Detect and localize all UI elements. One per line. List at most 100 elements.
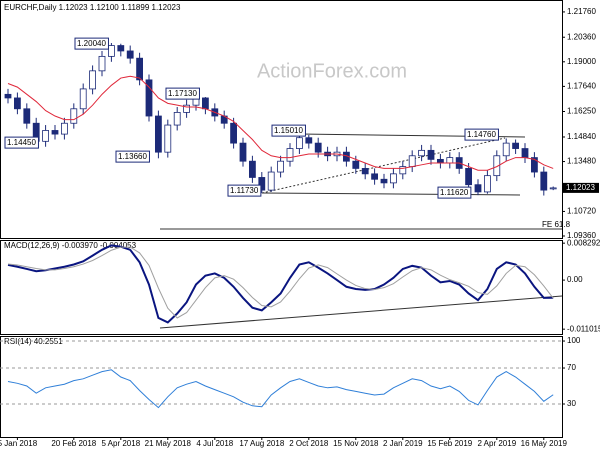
candle-body [13, 97, 21, 110]
candle-body [117, 45, 125, 52]
candle-body [361, 168, 369, 175]
candle-body [408, 155, 416, 168]
candle-body [258, 177, 266, 191]
annotation: 1.17130 [168, 89, 197, 98]
trend-line [261, 192, 521, 196]
candle-body [371, 173, 379, 180]
y-tick-label: 1.21760 [567, 7, 596, 16]
x-tick-label: 4 Jul 2018 [196, 439, 233, 448]
annotation: 1.20040 [77, 39, 106, 48]
candle-body [446, 157, 454, 164]
candle-body [493, 155, 501, 177]
x-tick-label: 15 Feb 2019 [427, 439, 472, 448]
candle-body [89, 70, 96, 90]
y-tick-label: 70 [567, 363, 576, 372]
candle-body [248, 160, 256, 178]
y-tick-label: 1.19000 [567, 57, 596, 66]
annotation: FE 61.8 [542, 220, 571, 229]
candle-body [295, 137, 303, 149]
candle-body [154, 115, 162, 153]
y-tick-label: 1.17640 [567, 81, 596, 90]
annotation-box [437, 186, 472, 199]
annotation-box [271, 124, 306, 137]
candle-body [352, 160, 360, 169]
candle-body [42, 130, 49, 142]
annotation: 1.14450 [7, 138, 36, 147]
annotation: 1.11620 [440, 188, 469, 197]
annotation-box [74, 37, 109, 50]
candle-body [230, 122, 238, 144]
annotation: 1.13660 [118, 152, 147, 161]
candle-body [126, 50, 134, 59]
candle-body [427, 149, 435, 160]
candle-body [399, 166, 407, 175]
price-tag [563, 182, 599, 193]
candle-body [4, 93, 12, 99]
x-tick-label: 2 Apr 2019 [477, 439, 516, 448]
candle-body [314, 142, 322, 153]
candle-body [267, 171, 275, 191]
annotation: 1.14760 [467, 130, 496, 139]
candle-body [380, 178, 388, 184]
candle-body [108, 45, 115, 57]
annotation-box [165, 87, 200, 100]
annotation-box [4, 136, 39, 149]
candle-body [465, 168, 473, 186]
y-tick-label: 1.10720 [567, 207, 596, 216]
line-series [7, 369, 554, 409]
trend-line [261, 137, 506, 194]
annotation: 1.15010 [274, 126, 303, 135]
y-tick-label: -0.011015 [567, 324, 600, 333]
macd-panel [0, 240, 563, 335]
candle-body [70, 108, 78, 124]
y-tick-label: 1.13480 [567, 157, 596, 166]
candle-body [521, 148, 529, 158]
candle-body [183, 104, 191, 113]
x-tick-label: 16 May 2019 [521, 439, 568, 448]
y-tick-label: 100 [567, 336, 581, 345]
candle-body [436, 158, 444, 164]
candle-body [540, 171, 548, 191]
moving-average [7, 75, 554, 171]
price-tag-label: 1.12023 [566, 183, 595, 192]
y-tick-label: 1.09360 [567, 231, 596, 240]
rsi-title: RSI(14) 40.2551 [4, 337, 63, 346]
x-tick-label: 21 May 2018 [145, 439, 192, 448]
candle-body [483, 175, 491, 193]
candle-body [277, 160, 285, 173]
candle-body [512, 142, 519, 149]
line-series [7, 244, 554, 324]
macd-title: MACD(12,26,9) -0.003970 -0.004053 [4, 241, 137, 250]
macd-trend-line [159, 295, 563, 329]
candle-body [549, 187, 557, 190]
rsi-panel [0, 336, 563, 438]
candle-body [474, 184, 482, 193]
y-tick-label: 1.14840 [567, 132, 596, 141]
x-tick-label: 5 Jan 2018 [0, 439, 38, 448]
annotation-box [115, 150, 150, 163]
candle-body [23, 108, 31, 124]
candle-body [164, 124, 172, 153]
price-title: EURCHF,Daily 1.12023 1.12100 1.11899 1.1… [4, 3, 181, 12]
candle-body [389, 173, 397, 184]
candle-body [286, 148, 294, 162]
candle-body [61, 122, 68, 135]
x-tick-label: 20 Feb 2018 [51, 439, 96, 448]
y-tick-label: 30 [567, 399, 576, 408]
candle-body [418, 149, 426, 157]
candle-body [502, 142, 510, 157]
candle-body [98, 55, 106, 72]
candle-body [305, 137, 313, 144]
watermark: ActionForex.com [257, 60, 407, 82]
candle-body [79, 88, 87, 110]
x-tick-label: 2 Oct 2018 [289, 439, 329, 448]
annotation-box [227, 184, 262, 197]
line-series [7, 246, 554, 319]
candle-body [201, 97, 209, 110]
y-tick-label: 0.008292 [567, 238, 600, 247]
x-tick-label: 15 Nov 2018 [333, 439, 379, 448]
candle-body [531, 157, 538, 173]
y-tick-label: 0.00 [567, 275, 583, 284]
